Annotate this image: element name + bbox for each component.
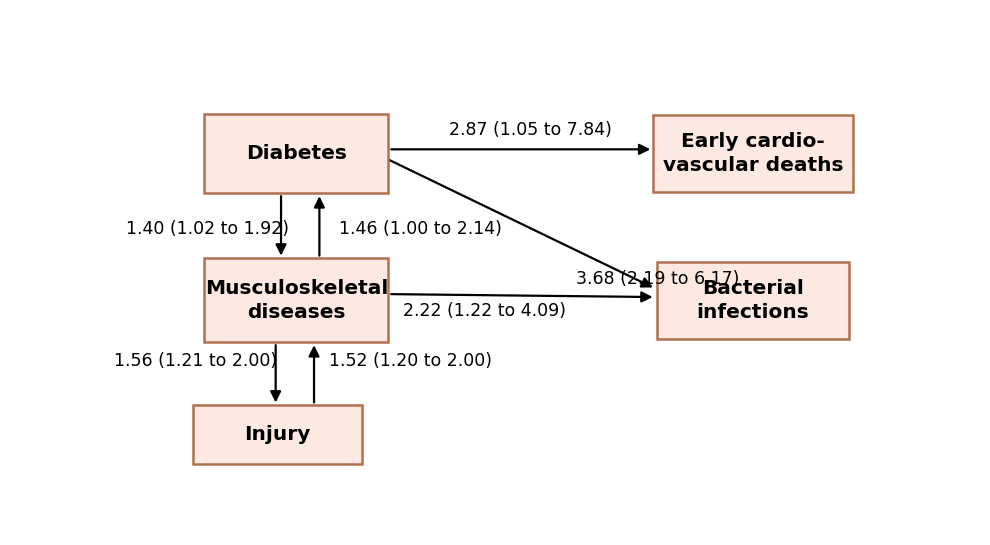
Text: 1.52 (1.20 to 2.00): 1.52 (1.20 to 2.00)	[330, 352, 492, 370]
Text: Bacterial
infections: Bacterial infections	[697, 279, 809, 322]
Text: 2.22 (1.22 to 4.09): 2.22 (1.22 to 4.09)	[403, 302, 566, 320]
FancyBboxPatch shape	[653, 114, 852, 192]
Text: Diabetes: Diabetes	[246, 144, 346, 163]
Text: Early cardio-
vascular deaths: Early cardio- vascular deaths	[662, 132, 843, 175]
Text: 1.56 (1.21 to 2.00): 1.56 (1.21 to 2.00)	[114, 352, 277, 370]
FancyBboxPatch shape	[204, 258, 388, 342]
Text: Musculoskeletal
diseases: Musculoskeletal diseases	[205, 279, 388, 322]
FancyBboxPatch shape	[193, 405, 361, 464]
FancyBboxPatch shape	[204, 114, 388, 193]
Text: 1.40 (1.02 to 1.92): 1.40 (1.02 to 1.92)	[126, 220, 289, 238]
Text: Injury: Injury	[244, 425, 311, 444]
Text: 3.68 (2.19 to 6.17): 3.68 (2.19 to 6.17)	[576, 270, 740, 288]
FancyBboxPatch shape	[657, 262, 848, 339]
Text: 1.46 (1.00 to 2.14): 1.46 (1.00 to 2.14)	[339, 220, 502, 238]
Text: 2.87 (1.05 to 7.84): 2.87 (1.05 to 7.84)	[448, 122, 612, 140]
